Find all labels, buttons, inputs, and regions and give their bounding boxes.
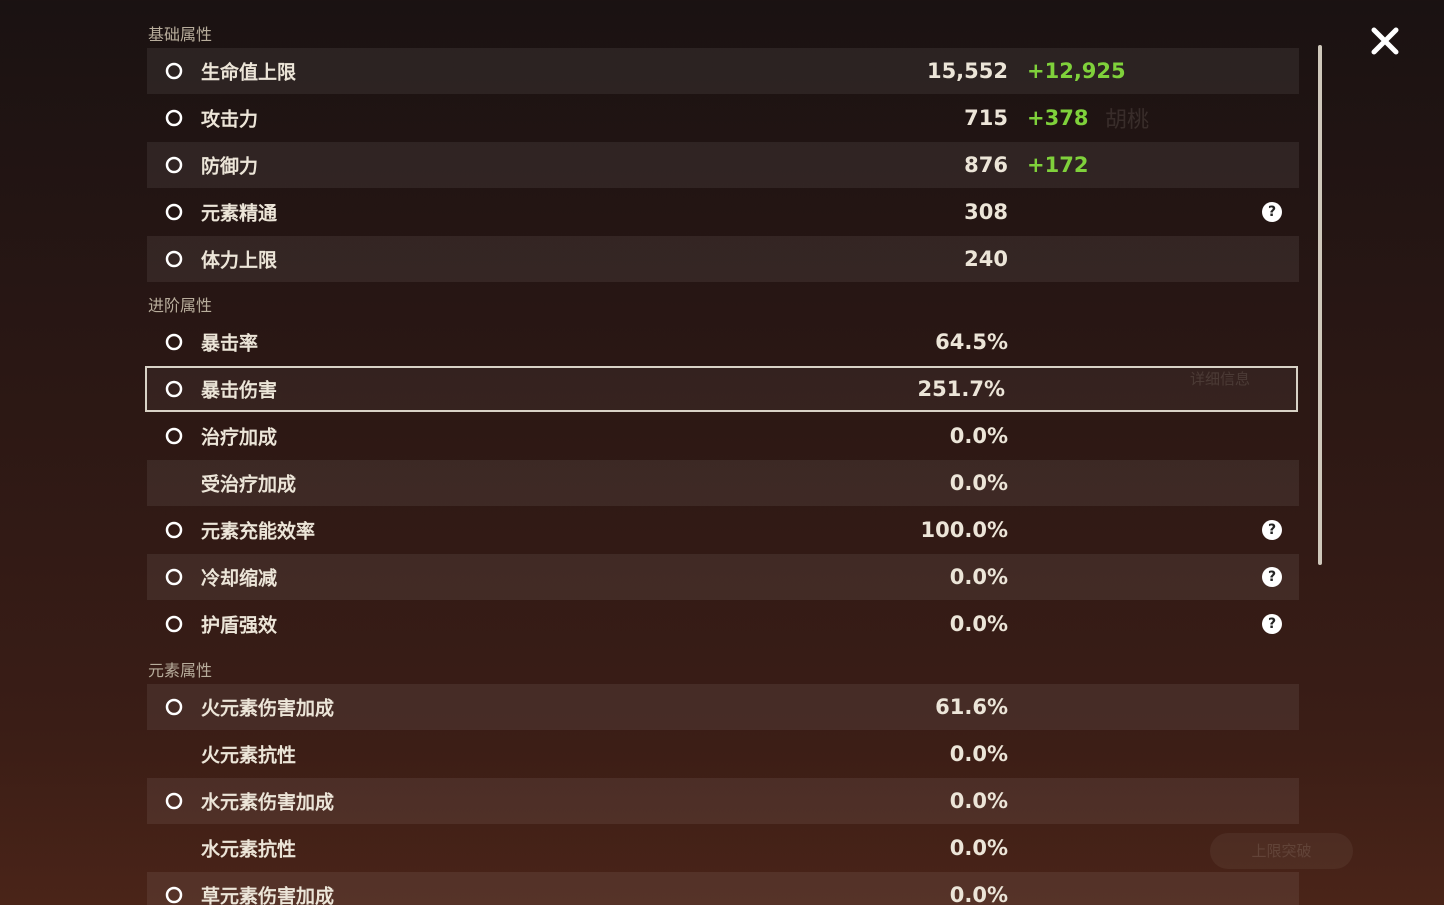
stat-label: 草元素伤害加成: [201, 885, 335, 905]
stat-value: 0.0%: [949, 471, 1008, 495]
stat-value: 251.7%: [917, 377, 1005, 401]
stat-label: 暴击率: [201, 332, 259, 355]
close-button[interactable]: [1370, 26, 1400, 56]
stat-label: 暴击伤害: [201, 379, 278, 402]
stat-label: 治疗加成: [201, 426, 278, 449]
ascend-button[interactable]: 上限突破: [1210, 833, 1353, 869]
stat-icon: [165, 792, 183, 810]
section-title: 元素属性: [148, 661, 213, 680]
stat-row[interactable]: 草元素伤害加成 0.0%: [147, 872, 1299, 905]
scrollbar[interactable]: [1318, 45, 1322, 565]
stat-value: 100.0%: [920, 518, 1008, 542]
stat-label: 受治疗加成: [201, 473, 297, 496]
details-button[interactable]: 详细信息: [1190, 370, 1251, 388]
stat-value: 0.0%: [949, 565, 1008, 589]
stat-icon: [165, 521, 183, 539]
character-name: 胡桃: [1105, 108, 1150, 133]
stat-icon: [165, 427, 183, 445]
stat-value: 308: [964, 200, 1008, 224]
stat-row[interactable]: 体力上限 240: [147, 236, 1299, 282]
stat-value: 15,552: [926, 59, 1008, 83]
section-title: 进阶属性: [148, 296, 213, 315]
stat-row[interactable]: 防御力 876 +172: [147, 142, 1299, 188]
stat-value: 64.5%: [935, 330, 1008, 354]
stat-row[interactable]: 火元素伤害加成 61.6%: [147, 684, 1299, 730]
stat-icon: [165, 886, 183, 904]
stat-label: 生命值上限: [201, 61, 297, 84]
stat-label: 元素充能效率: [201, 520, 316, 543]
stat-value: 715: [964, 106, 1008, 130]
stat-icon: [165, 380, 183, 398]
stat-value: 240: [964, 247, 1008, 271]
stat-label: 水元素伤害加成: [201, 791, 335, 814]
stat-label: 冷却缩减: [201, 567, 278, 590]
stat-icon: [165, 109, 183, 127]
stat-row[interactable]: 暴击率 64.5%: [147, 319, 1299, 365]
stat-label: 元素精通: [201, 202, 278, 225]
stat-value: 0.0%: [949, 424, 1008, 448]
help-icon[interactable]: ?: [1262, 520, 1282, 540]
stat-row[interactable]: 受治疗加成 0.0%: [147, 460, 1299, 506]
stat-icon: [165, 333, 183, 351]
help-icon[interactable]: ?: [1262, 567, 1282, 587]
stat-value: 0.0%: [949, 789, 1008, 813]
stat-icon: [165, 156, 183, 174]
stat-label: 护盾强效: [201, 614, 278, 637]
stat-label: 火元素抗性: [201, 744, 297, 767]
stat-value: 0.0%: [949, 836, 1008, 860]
stat-icon: [165, 568, 183, 586]
stat-row[interactable]: 火元素抗性 0.0%: [147, 731, 1299, 777]
stat-row[interactable]: 元素充能效率 100.0%?: [147, 507, 1299, 553]
stat-bonus: +172: [1027, 153, 1089, 177]
stat-bonus: +378: [1027, 106, 1089, 130]
stat-label: 体力上限: [201, 249, 278, 272]
stat-label: 防御力: [201, 155, 259, 178]
stat-row[interactable]: 治疗加成 0.0%: [147, 413, 1299, 459]
help-icon[interactable]: ?: [1262, 202, 1282, 222]
stat-label: 攻击力: [201, 108, 259, 131]
stat-icon: [165, 698, 183, 716]
stat-label: 水元素抗性: [201, 838, 297, 861]
stat-value: 0.0%: [949, 612, 1008, 636]
stat-label: 火元素伤害加成: [201, 697, 335, 720]
stat-row[interactable]: 冷却缩减 0.0%?: [147, 554, 1299, 600]
stat-value: 61.6%: [935, 695, 1008, 719]
stat-row[interactable]: 护盾强效 0.0%?: [147, 601, 1299, 647]
stat-bonus: +12,925: [1027, 59, 1126, 83]
help-icon[interactable]: ?: [1262, 614, 1282, 634]
stat-icon: [165, 615, 183, 633]
stat-row[interactable]: 元素精通 308?: [147, 189, 1299, 235]
stat-row[interactable]: 水元素抗性 0.0%: [147, 825, 1299, 871]
stat-icon: [165, 62, 183, 80]
stat-icon: [165, 250, 183, 268]
stat-row[interactable]: 攻击力 715 +378: [147, 95, 1299, 141]
stat-value: 0.0%: [949, 742, 1008, 766]
stat-icon: [165, 203, 183, 221]
stat-row[interactable]: 生命值上限 15,552 +12,925: [147, 48, 1299, 94]
section-title: 基础属性: [148, 25, 213, 44]
stat-value: 0.0%: [949, 883, 1008, 905]
stat-row[interactable]: 水元素伤害加成 0.0%: [147, 778, 1299, 824]
stat-row[interactable]: 暴击伤害 251.7%: [145, 366, 1298, 412]
stat-value: 876: [964, 153, 1008, 177]
